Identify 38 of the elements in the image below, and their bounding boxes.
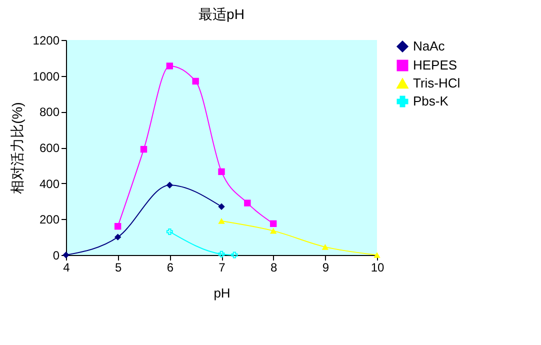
point	[231, 252, 238, 258]
point	[166, 182, 174, 188]
legend-label: NaAc	[413, 38, 446, 54]
legend-label: Tris-HCl	[413, 76, 460, 90]
point	[166, 228, 173, 235]
point	[218, 203, 225, 210]
y-tick-label: 200	[39, 212, 60, 227]
point	[322, 244, 329, 250]
chart-title: 最适pH	[198, 6, 244, 22]
x-tick-label: 9	[322, 260, 330, 274]
x-tick-label: 4	[63, 260, 70, 274]
y-tick-label: 800	[39, 105, 60, 120]
point	[192, 78, 199, 85]
y-tick-label: 400	[39, 176, 60, 191]
point	[270, 220, 277, 227]
y-axis-title: 相对活力比(%)	[8, 102, 25, 194]
x-tick-label: 8	[270, 260, 278, 274]
x-tick-label: 7	[218, 260, 226, 274]
y-tick-label: 0	[52, 248, 60, 262]
legend-label: HEPES	[413, 58, 458, 72]
point	[114, 222, 122, 230]
x-tick-label: 6	[166, 260, 174, 274]
point	[218, 168, 225, 176]
point	[166, 62, 174, 70]
point	[140, 146, 148, 153]
point	[270, 228, 277, 234]
point	[114, 234, 122, 240]
point	[244, 200, 251, 206]
legend-label: Pbs-K	[413, 94, 449, 108]
x-tick-label: 5	[114, 260, 122, 274]
point	[218, 250, 225, 258]
y-tick-label: 1000	[32, 69, 60, 84]
x-axis-title: pH	[214, 286, 230, 300]
y-tick-label: 1200	[32, 34, 60, 48]
point	[218, 218, 225, 224]
point	[374, 252, 380, 258]
x-tick-label: 10	[370, 260, 384, 274]
y-tick-label: 600	[39, 141, 60, 155]
